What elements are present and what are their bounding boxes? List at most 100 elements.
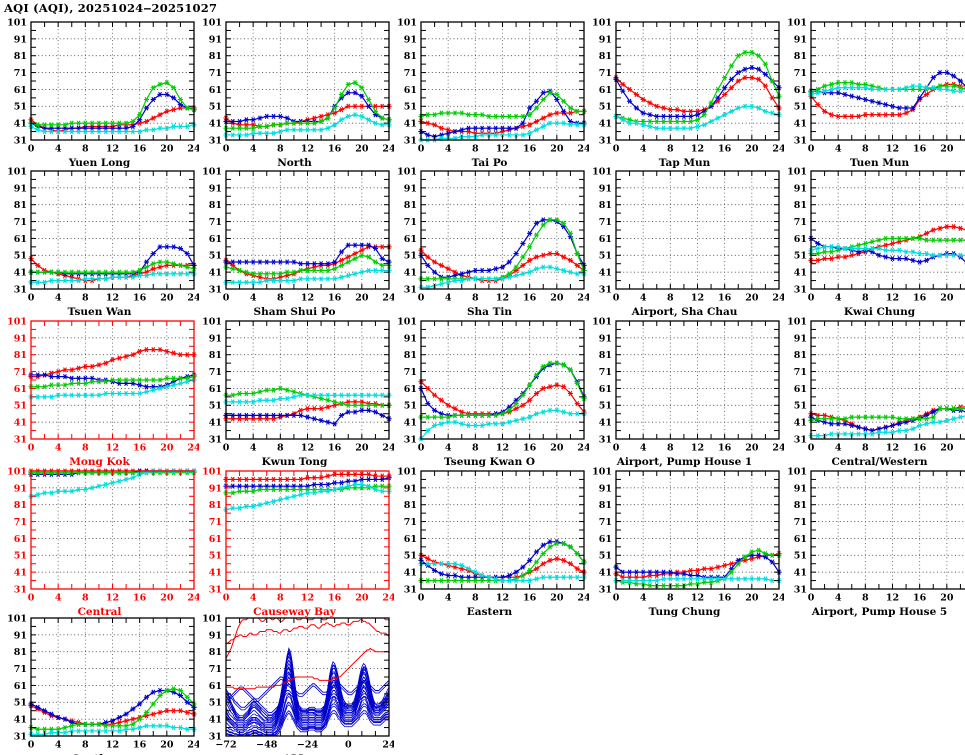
x-tick-label: 8 [82, 293, 89, 304]
y-tick-label: 41 [599, 268, 612, 279]
y-tick-label: 71 [404, 517, 417, 528]
y-tick-label: 51 [404, 401, 417, 412]
x-tick-label: 16 [133, 144, 147, 155]
x-tick-label: 12 [496, 144, 509, 155]
x-tick-label: 20 [160, 593, 174, 604]
y-tick-label: 81 [794, 350, 807, 361]
y-tick-label: 61 [14, 234, 27, 245]
x-tick-label: 12 [886, 443, 899, 454]
y-tick-label: 101 [397, 317, 417, 327]
y-tick-label: 91 [794, 183, 807, 194]
y-tick-label: 71 [794, 217, 807, 228]
x-tick-label: 16 [913, 593, 927, 604]
y-tick-label: 61 [599, 384, 612, 395]
panel-yuen-long: 31 41 51 61 71 81 91 101 0 4 8 12 16 20 24 [0, 18, 199, 156]
x-tick-label: 0 [808, 144, 815, 155]
series-group [223, 80, 392, 138]
series-group [418, 539, 587, 584]
x-tick-label: 12 [886, 144, 899, 155]
y-tick-label: 61 [209, 384, 222, 395]
y-tick-label: 31 [209, 434, 222, 445]
panel-caption: North [277, 157, 312, 169]
y-tick-label: 101 [7, 167, 27, 177]
x-tick-label: 4 [55, 593, 62, 604]
y-tick-label: 91 [14, 630, 27, 641]
x-tick-label: 8 [82, 593, 89, 604]
y-tick-label: 91 [14, 483, 27, 494]
x-tick-label: 4 [835, 144, 842, 155]
y-tick-label: 31 [209, 731, 222, 742]
y-tick-label: 91 [209, 630, 222, 641]
y-tick-label: 41 [14, 119, 27, 130]
x-tick-label: 20 [550, 593, 564, 604]
x-tick-label: 4 [55, 293, 62, 304]
y-tick-label: 51 [14, 698, 27, 709]
x-tick-label: 8 [667, 144, 674, 155]
x-tick-label: 12 [301, 144, 314, 155]
x-tick-label: 12 [496, 443, 509, 454]
x-tick-label: 4 [445, 593, 452, 604]
y-tick-label: 81 [14, 500, 27, 511]
x-tick-label: 4 [55, 144, 62, 155]
y-tick-label: 71 [404, 367, 417, 378]
y-tick-label: 41 [794, 268, 807, 279]
y-tick-label: 31 [599, 135, 612, 146]
x-tick-label: 0 [418, 593, 425, 604]
y-tick-label: 101 [787, 167, 807, 177]
y-tick-label: 31 [794, 584, 807, 595]
y-tick-label: 81 [14, 647, 27, 658]
panel-tseung-kwan-o: 31 41 51 61 71 81 91 101 0 4 8 12 16 20 24 [390, 317, 589, 455]
x-tick-label: 12 [106, 293, 119, 304]
y-tick-label: 51 [599, 401, 612, 412]
y-tick-label: 71 [599, 217, 612, 228]
y-tick-label: 41 [599, 119, 612, 130]
panel-eastern: 31 41 51 61 71 81 91 101 0 4 8 12 16 20 24 [390, 467, 589, 605]
y-tick-label: 71 [209, 367, 222, 378]
x-tick-label: 0 [808, 593, 815, 604]
y-tick-label: 31 [209, 584, 222, 595]
x-tick-label: 8 [862, 443, 869, 454]
y-tick-label: 81 [209, 500, 222, 511]
panel-mong-kok: 31 41 51 61 71 81 91 101 0 4 8 12 16 20 24 [0, 317, 199, 455]
panel-causeway-bay: 31 41 51 61 71 81 91 101 0 4 8 12 16 20 24 [195, 467, 394, 605]
y-tick-label: 51 [14, 251, 27, 262]
y-tick-label: 101 [592, 167, 612, 177]
y-tick-label: 91 [599, 34, 612, 45]
x-tick-label: 0 [613, 593, 620, 604]
y-tick-label: 91 [599, 483, 612, 494]
y-tick-label: 91 [599, 183, 612, 194]
y-tick-label: 91 [404, 333, 417, 344]
x-tick-label: 8 [667, 293, 674, 304]
x-tick-label: 4 [250, 443, 257, 454]
y-tick-label: 61 [404, 85, 417, 96]
y-tick-label: 41 [209, 418, 222, 429]
panel-caption: Tseung Kwan O [443, 456, 536, 468]
panel-caption: Tap Mun [658, 157, 711, 169]
x-tick-label: 16 [133, 443, 147, 454]
x-tick-label: 12 [106, 740, 119, 751]
y-tick-label: 71 [599, 367, 612, 378]
x-tick-label: 0 [28, 443, 35, 454]
panel-caption: Kwai Chung [843, 306, 916, 318]
y-tick-label: 51 [209, 102, 222, 113]
y-tick-label: 41 [794, 418, 807, 429]
y-tick-label: 101 [202, 614, 222, 624]
panel-caption: Airport, Sha Chau [631, 306, 738, 318]
y-tick-label: 91 [794, 333, 807, 344]
y-tick-label: 51 [404, 551, 417, 562]
y-tick-label: 51 [209, 251, 222, 262]
x-tick-label: 12 [691, 593, 704, 604]
series-group [223, 471, 392, 513]
panel-north: 31 41 51 61 71 81 91 101 0 4 8 12 16 20 24 [195, 18, 394, 156]
x-tick-label: 4 [640, 144, 647, 155]
x-tick-label: 24 [772, 293, 784, 304]
x-tick-label: 12 [691, 144, 704, 155]
y-tick-label: 41 [209, 568, 222, 579]
